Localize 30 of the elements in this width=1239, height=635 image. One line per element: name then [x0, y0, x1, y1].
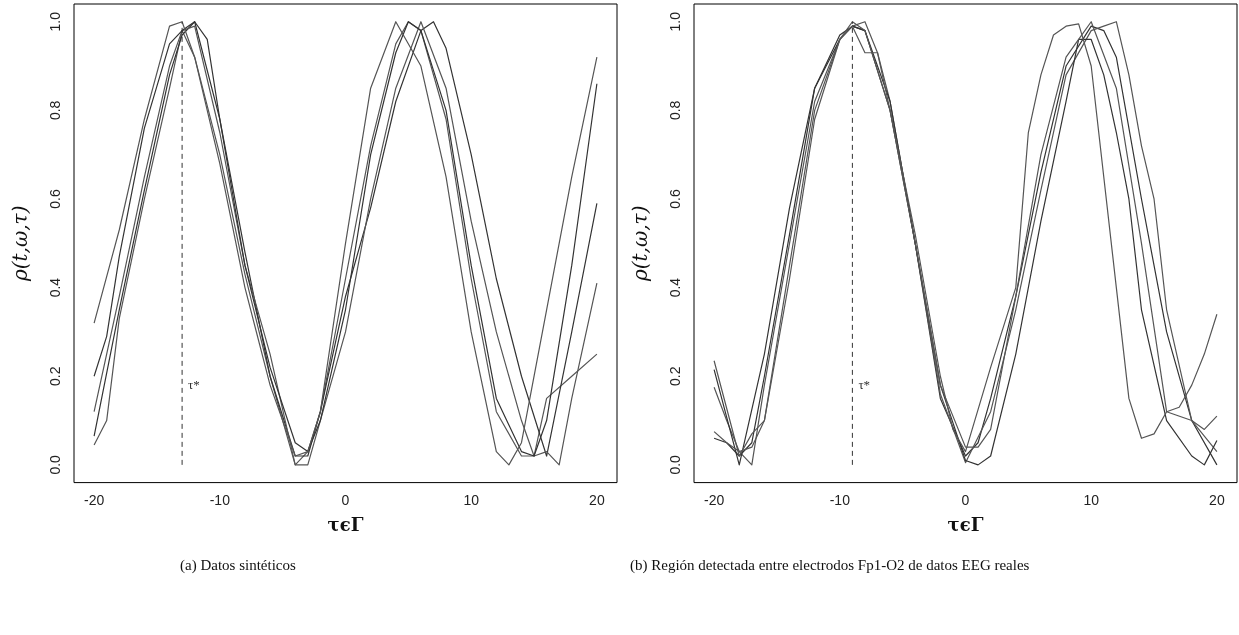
- y-tick-label: 0.0: [666, 454, 683, 475]
- x-tick-label: -10: [829, 491, 851, 508]
- y-tick-label: 0.6: [46, 189, 63, 209]
- x-tick-label: 20: [1209, 491, 1225, 508]
- y-tick-label: 0.2: [46, 366, 63, 386]
- x-tick-label: 0: [341, 491, 350, 508]
- y-tick-label: 1.0: [46, 11, 63, 32]
- x-tick-label: 10: [463, 491, 480, 508]
- y-tick-label: 1.0: [666, 11, 683, 32]
- y-tick-label: 0.8: [46, 100, 63, 121]
- y-tick-label: 0.2: [666, 366, 683, 386]
- text: (b) Región detectada entre electrodos Fp1-O2 de datos EEG reales: [630, 556, 1031, 575]
- y-axis-title: ρ(t,ω,τ): [628, 205, 653, 283]
- x-tick-label: 0: [961, 491, 970, 508]
- y-axis-title: ρ(t,ω,τ): [8, 205, 33, 283]
- x-tick-label: -20: [83, 491, 105, 508]
- ref-line-label: τ*: [188, 376, 200, 392]
- x-axis-title: τϵΓ: [327, 513, 364, 535]
- y-tick-label: 0.4: [666, 277, 683, 298]
- text: (a) Datos sintéticos: [180, 556, 296, 575]
- x-tick-label: 10: [1083, 491, 1100, 508]
- y-tick-label: 0.4: [46, 277, 63, 298]
- y-tick-label: 0.8: [666, 100, 683, 121]
- x-axis-title: τϵΓ: [947, 513, 984, 535]
- y-tick-label: 0.0: [46, 454, 63, 475]
- y-tick-label: 0.6: [666, 189, 683, 209]
- x-tick-label: 20: [589, 491, 605, 508]
- x-tick-label: -20: [703, 491, 725, 508]
- x-tick-label: -10: [209, 491, 231, 508]
- ref-line-label: τ*: [858, 376, 871, 392]
